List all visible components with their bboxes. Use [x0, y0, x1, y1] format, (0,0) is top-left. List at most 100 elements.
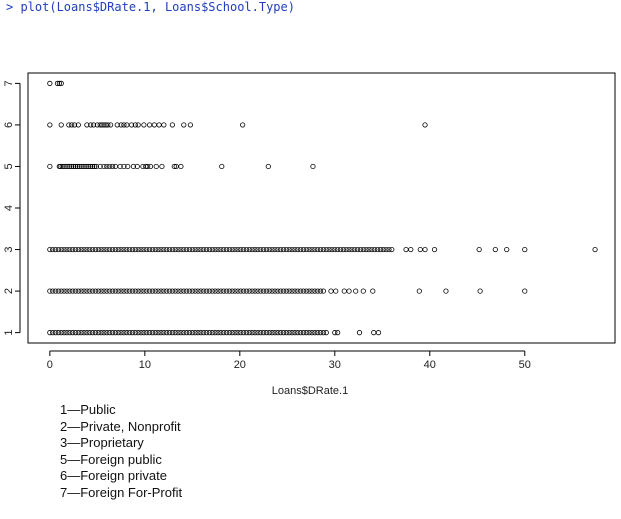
data-point [341, 288, 347, 294]
data-point [72, 288, 79, 294]
data-point [141, 288, 147, 294]
school-type-legend: 1—Public 2—Private, Nonprofit 3—Propriet… [60, 402, 182, 502]
data-point [218, 288, 224, 294]
data-point [132, 246, 138, 253]
data-point [166, 288, 173, 294]
data-point [215, 246, 221, 253]
data-point [315, 246, 321, 253]
data-point [141, 330, 147, 336]
data-point [50, 330, 56, 336]
data-point [84, 246, 90, 253]
data-point [278, 288, 284, 294]
data-point [92, 246, 99, 253]
data-point [312, 288, 318, 294]
data-point [149, 330, 156, 336]
data-point [138, 246, 144, 253]
data-point [240, 122, 246, 128]
data-point [300, 288, 307, 294]
data-point [181, 330, 187, 336]
data-point [58, 80, 64, 86]
data-point [275, 330, 281, 336]
data-point [127, 246, 133, 253]
data-point [105, 122, 111, 128]
data-point [98, 246, 104, 253]
data-point [89, 330, 96, 336]
data-point [223, 330, 230, 336]
data-point [201, 330, 207, 336]
data-point [47, 288, 53, 294]
data-point [159, 163, 165, 170]
data-point [107, 246, 113, 253]
data-point [78, 330, 84, 336]
data-point [309, 330, 315, 336]
data-point [232, 288, 238, 294]
data-point [47, 246, 53, 253]
data-point [292, 330, 298, 336]
data-point [360, 288, 366, 294]
data-point [184, 330, 190, 336]
data-point [169, 246, 175, 253]
data-point [112, 246, 118, 253]
data-point [403, 246, 409, 253]
data-point [121, 246, 127, 253]
data-point [50, 288, 56, 294]
data-point [280, 288, 287, 294]
data-point [47, 80, 53, 86]
data-point [166, 330, 173, 336]
data-point [118, 330, 124, 336]
data-point [129, 246, 136, 253]
data-point [184, 246, 190, 253]
data-point [297, 288, 304, 294]
data-point [158, 330, 164, 336]
data-point [70, 330, 76, 336]
data-point [97, 122, 103, 128]
data-point [286, 246, 292, 253]
plot-frame [27, 72, 616, 344]
data-point [158, 288, 164, 294]
data-point [118, 288, 124, 294]
data-point [221, 330, 227, 336]
data-point [408, 246, 414, 253]
legend-line: 1—Public [60, 402, 116, 417]
data-point [146, 330, 153, 336]
data-point [172, 246, 178, 253]
data-point [109, 330, 116, 336]
legend-line: 3—Proprietary [60, 435, 144, 451]
data-point [153, 163, 159, 170]
data-point [266, 288, 272, 294]
data-point [59, 163, 65, 170]
data-point [161, 330, 167, 336]
data-point [63, 163, 69, 170]
data-point [477, 288, 483, 294]
data-point [260, 246, 267, 253]
data-point [212, 330, 218, 336]
data-point [135, 288, 141, 294]
data-point [215, 288, 221, 294]
data-point [67, 163, 73, 170]
data-point [92, 288, 99, 294]
data-point [169, 330, 175, 336]
data-point [84, 163, 90, 170]
console-command: > plot(Loans$DRate.1, Loans$School.Type) [6, 0, 295, 14]
scatter-plot: 0 10 20 30 40 50 1 2 3 4 5 6 7 Loans$DRate.1 [3, 72, 616, 397]
data-point [99, 122, 105, 128]
data-point [58, 288, 64, 294]
data-point [353, 288, 359, 294]
data-point [380, 246, 386, 253]
data-point [266, 330, 272, 336]
data-point [47, 330, 53, 336]
data-point [146, 288, 153, 294]
data-point [55, 330, 61, 336]
data-point [187, 122, 194, 128]
data-point [75, 288, 81, 294]
data-point [101, 330, 107, 336]
data-point [332, 246, 338, 253]
data-point [178, 163, 184, 170]
data-point [258, 246, 264, 253]
data-point [335, 330, 341, 336]
data-point [295, 288, 301, 294]
data-point [144, 330, 150, 336]
data-point [377, 246, 383, 253]
axes-layer: 0 10 20 30 40 50 1 2 3 4 5 6 7 [3, 72, 616, 371]
data-point [243, 288, 250, 294]
